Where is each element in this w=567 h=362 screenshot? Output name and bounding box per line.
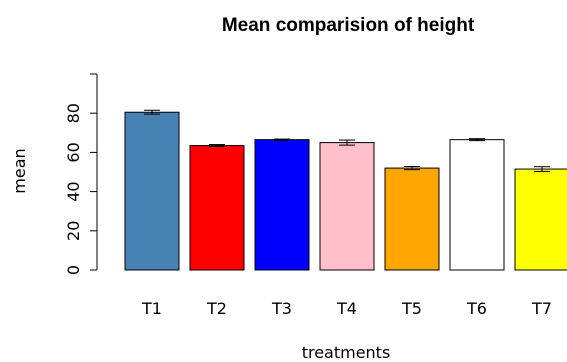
error-bar-t5	[404, 166, 420, 171]
bar-t3	[254, 139, 310, 271]
x-tick-label-t2: T2	[206, 299, 227, 318]
x-tick-label-t5: T5	[401, 299, 422, 318]
y-tick-label: 60	[64, 142, 83, 162]
x-tick-labels: T1 T2 T3 T4 T5 T6 T7	[141, 299, 552, 318]
x-tick-label-t1: T1	[141, 299, 162, 318]
y-tick-label: 80	[64, 103, 83, 123]
bars	[124, 111, 567, 271]
bar-t2	[189, 145, 245, 271]
y-axis: 0 20 40 60 80	[64, 73, 98, 275]
x-tick-label-t3: T3	[271, 299, 292, 318]
x-axis-label: treatments	[302, 343, 391, 362]
error-bar-t6	[469, 138, 485, 142]
x-tick-label-t7: T7	[531, 299, 552, 318]
bar-t1	[124, 111, 180, 271]
error-bar-t4	[339, 139, 355, 146]
error-bar-t2	[209, 144, 225, 148]
y-tick-label: 0	[64, 265, 83, 275]
bar-t6	[449, 139, 505, 271]
y-axis-label: mean	[10, 148, 29, 193]
bar-t5	[384, 167, 440, 271]
y-tick-label: 20	[64, 221, 83, 241]
error-bars	[144, 109, 550, 172]
y-tick-label: 40	[64, 181, 83, 201]
x-tick-label-t6: T6	[466, 299, 487, 318]
error-bar-t7	[534, 166, 550, 172]
x-tick-label-t4: T4	[336, 299, 357, 318]
bar-t7	[514, 168, 567, 271]
error-bar-t3	[274, 138, 290, 141]
error-bar-t1	[144, 109, 160, 115]
chart-title: Mean comparision of height	[222, 15, 475, 36]
bar-t4	[319, 142, 375, 271]
